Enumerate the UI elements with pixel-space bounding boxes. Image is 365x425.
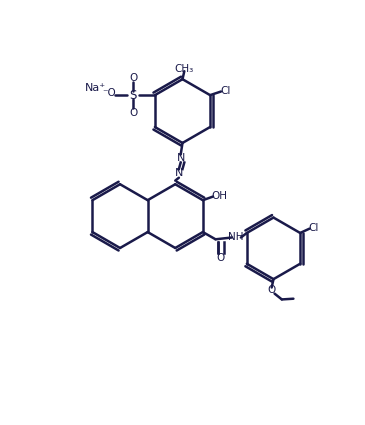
Text: ⁻O: ⁻O (102, 88, 116, 98)
Text: S: S (130, 89, 137, 102)
Text: O: O (129, 73, 137, 83)
Text: OH: OH (211, 191, 227, 201)
Text: Cl: Cl (309, 223, 319, 232)
Text: O: O (129, 108, 137, 118)
Text: Cl: Cl (220, 86, 231, 96)
Text: Na⁺: Na⁺ (85, 83, 106, 93)
Text: N: N (177, 153, 185, 163)
Text: NH: NH (228, 232, 243, 243)
Text: N: N (175, 168, 183, 178)
Text: O: O (217, 253, 225, 263)
Text: CH₃: CH₃ (175, 64, 194, 74)
Text: O: O (268, 285, 276, 295)
